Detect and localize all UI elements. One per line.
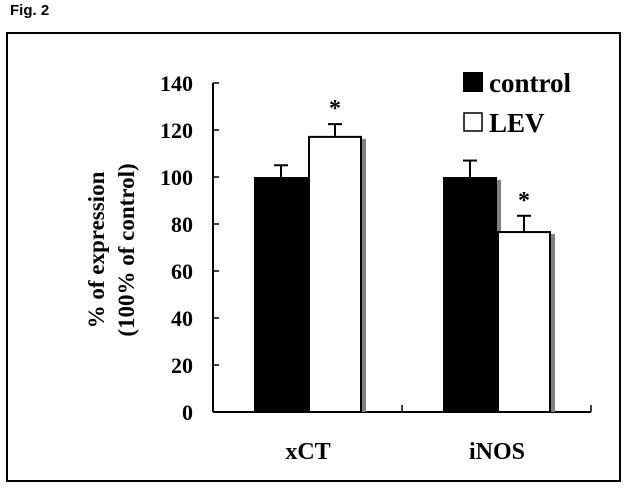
y-tick-label: 120 bbox=[160, 118, 193, 143]
figure-frame bbox=[6, 32, 621, 482]
y-tick-label: 0 bbox=[182, 400, 193, 425]
bar-control-iNOS bbox=[443, 177, 497, 412]
y-tick-label: 60 bbox=[171, 259, 193, 284]
legend-label-control: control bbox=[489, 68, 571, 98]
y-tick-label: 140 bbox=[160, 71, 193, 96]
significance-marker: * bbox=[518, 188, 530, 214]
bar-shadow bbox=[362, 138, 366, 412]
y-axis-label-line1: % of expression bbox=[84, 171, 109, 328]
bar-LEV-iNOS bbox=[497, 231, 551, 413]
bar-LEV-xCT bbox=[308, 135, 362, 413]
y-tick-label: 40 bbox=[171, 306, 193, 331]
significance-marker: * bbox=[329, 96, 341, 122]
bar-shadow bbox=[551, 234, 555, 412]
legend-swatch-control bbox=[463, 72, 483, 92]
legend-label-LEV: LEV bbox=[489, 108, 545, 138]
y-axis-label-line2: (100% of control) bbox=[114, 163, 139, 336]
y-tick-label: 20 bbox=[171, 353, 193, 378]
y-tick-label: 100 bbox=[160, 165, 193, 190]
bar-control-xCT bbox=[254, 177, 308, 412]
x-tick-label: iNOS bbox=[469, 439, 525, 465]
figure-label: Fig. 2 bbox=[10, 2, 50, 19]
x-tick-label: xCT bbox=[285, 439, 330, 465]
legend-swatch-LEV bbox=[463, 112, 483, 132]
y-tick-label: 80 bbox=[171, 212, 193, 237]
